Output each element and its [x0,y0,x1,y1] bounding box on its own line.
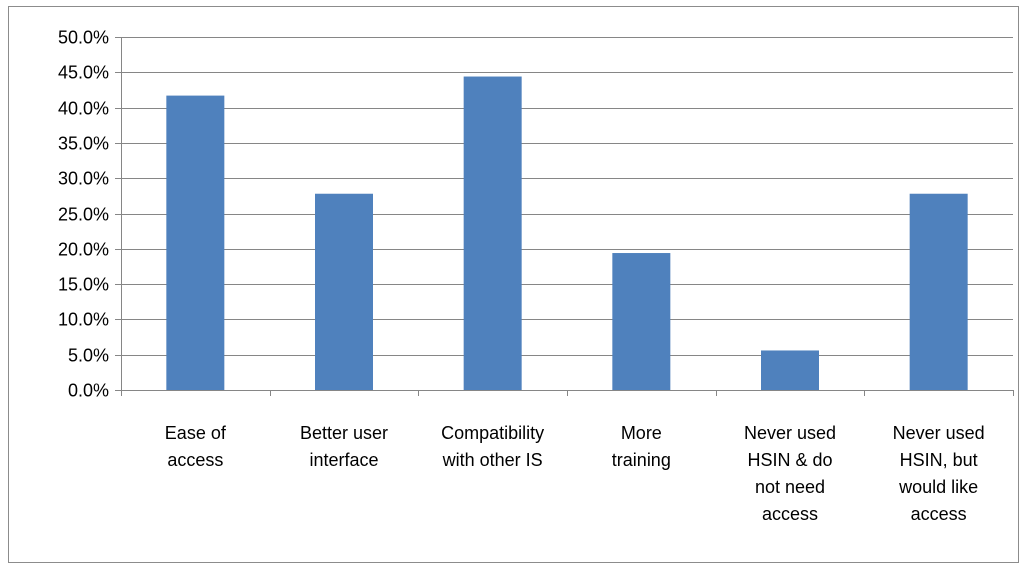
x-category-label-line: training [612,450,671,470]
x-category-label-line: with other IS [442,450,543,470]
x-category-label-line: HSIN, but [900,450,978,470]
x-category-label: More training [612,423,671,470]
x-category-label-line: access [167,450,223,470]
x-category-label-line: Never used [744,423,836,443]
y-tick-label: 50.0% [58,28,109,48]
bar [761,350,819,390]
y-tick-label: 20.0% [58,240,109,260]
bar [909,193,968,390]
y-tick-label: 15.0% [58,275,109,295]
x-category-label-line: would like [898,477,978,497]
x-category-label: Better user interface [300,423,388,470]
x-category-label-line: access [762,504,818,524]
bar [166,95,225,391]
x-category-label: Never used HSIN & do not need access [744,423,836,524]
x-category-label: Never used HSIN, but would like access [893,423,985,524]
y-tick-label: 30.0% [58,169,109,189]
x-category-label-line: More [621,423,662,443]
x-category-label-line: Ease of [165,423,227,443]
bar-chart: 0.0% 5.0% 10.0% 15.0% 20.0% 25.0% 30.0% 35.0% 40… [58,28,1014,524]
x-category-labels: Ease of access Better user interface Compati… [165,423,985,524]
chart-area: 0.0% 5.0% 10.0% 15.0% 20.0% 25.0% 30.0% 35.0% 40… [8,6,1019,563]
x-category-label-line: Better user [300,423,388,443]
y-tick-label: 10.0% [58,310,109,330]
y-tick-label: 35.0% [58,134,109,154]
bar [315,193,373,390]
x-category-label: Compatibility with other IS [441,423,544,470]
x-category-label-line: HSIN & do [747,450,832,470]
x-category-label-line: access [911,504,967,524]
x-category-label-line: interface [309,450,378,470]
bars [166,76,968,391]
x-category-label-line: not need [755,477,825,497]
y-tick-label: 25.0% [58,205,109,225]
y-tick-label: 45.0% [58,63,109,83]
y-tick-label: 40.0% [58,99,109,119]
y-tick-label: 0.0% [68,381,109,401]
x-category-label: Ease of access [165,423,227,470]
bar [612,253,671,390]
axes [115,37,1014,396]
y-tick-label: 5.0% [68,346,109,366]
bar [463,76,522,390]
y-tick-labels: 0.0% 5.0% 10.0% 15.0% 20.0% 25.0% 30.0% 35.0% 40… [58,28,109,401]
x-category-label-line: Never used [893,423,985,443]
x-category-label-line: Compatibility [441,423,544,443]
gridlines [121,37,1013,356]
